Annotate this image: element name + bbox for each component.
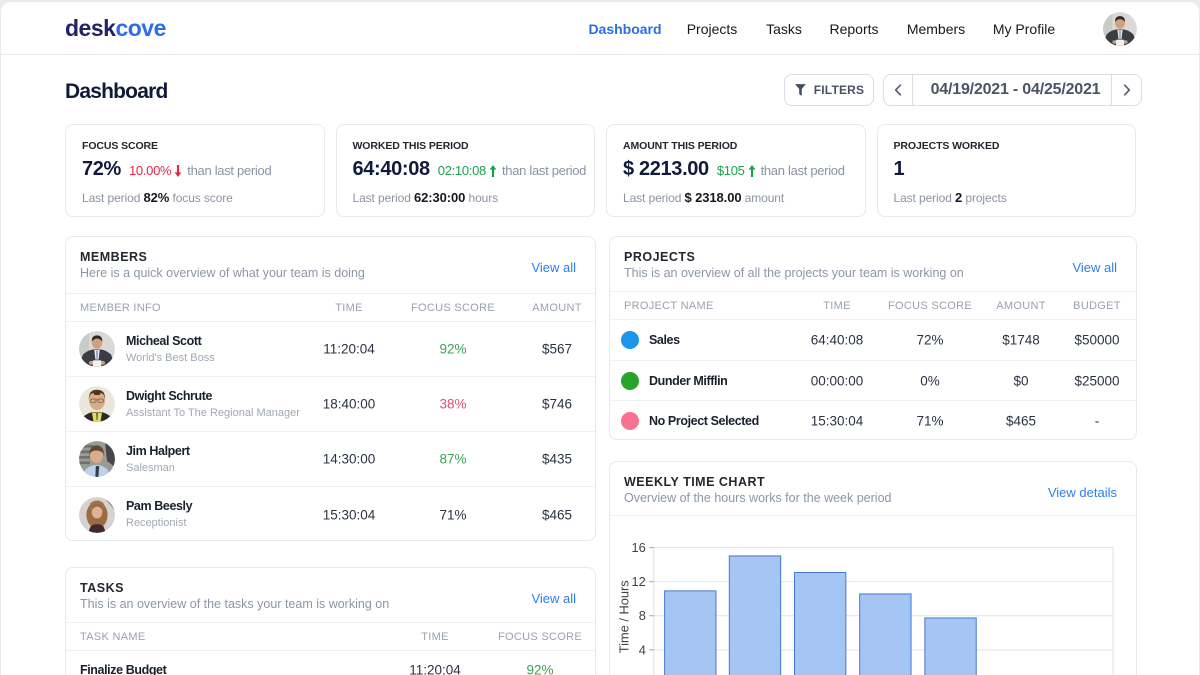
svg-text:Time / Hours: Time / Hours [617, 580, 632, 653]
svg-text:4: 4 [639, 642, 646, 657]
svg-text:8: 8 [639, 608, 646, 623]
svg-text:16: 16 [632, 540, 646, 555]
svg-text:12: 12 [632, 574, 646, 589]
